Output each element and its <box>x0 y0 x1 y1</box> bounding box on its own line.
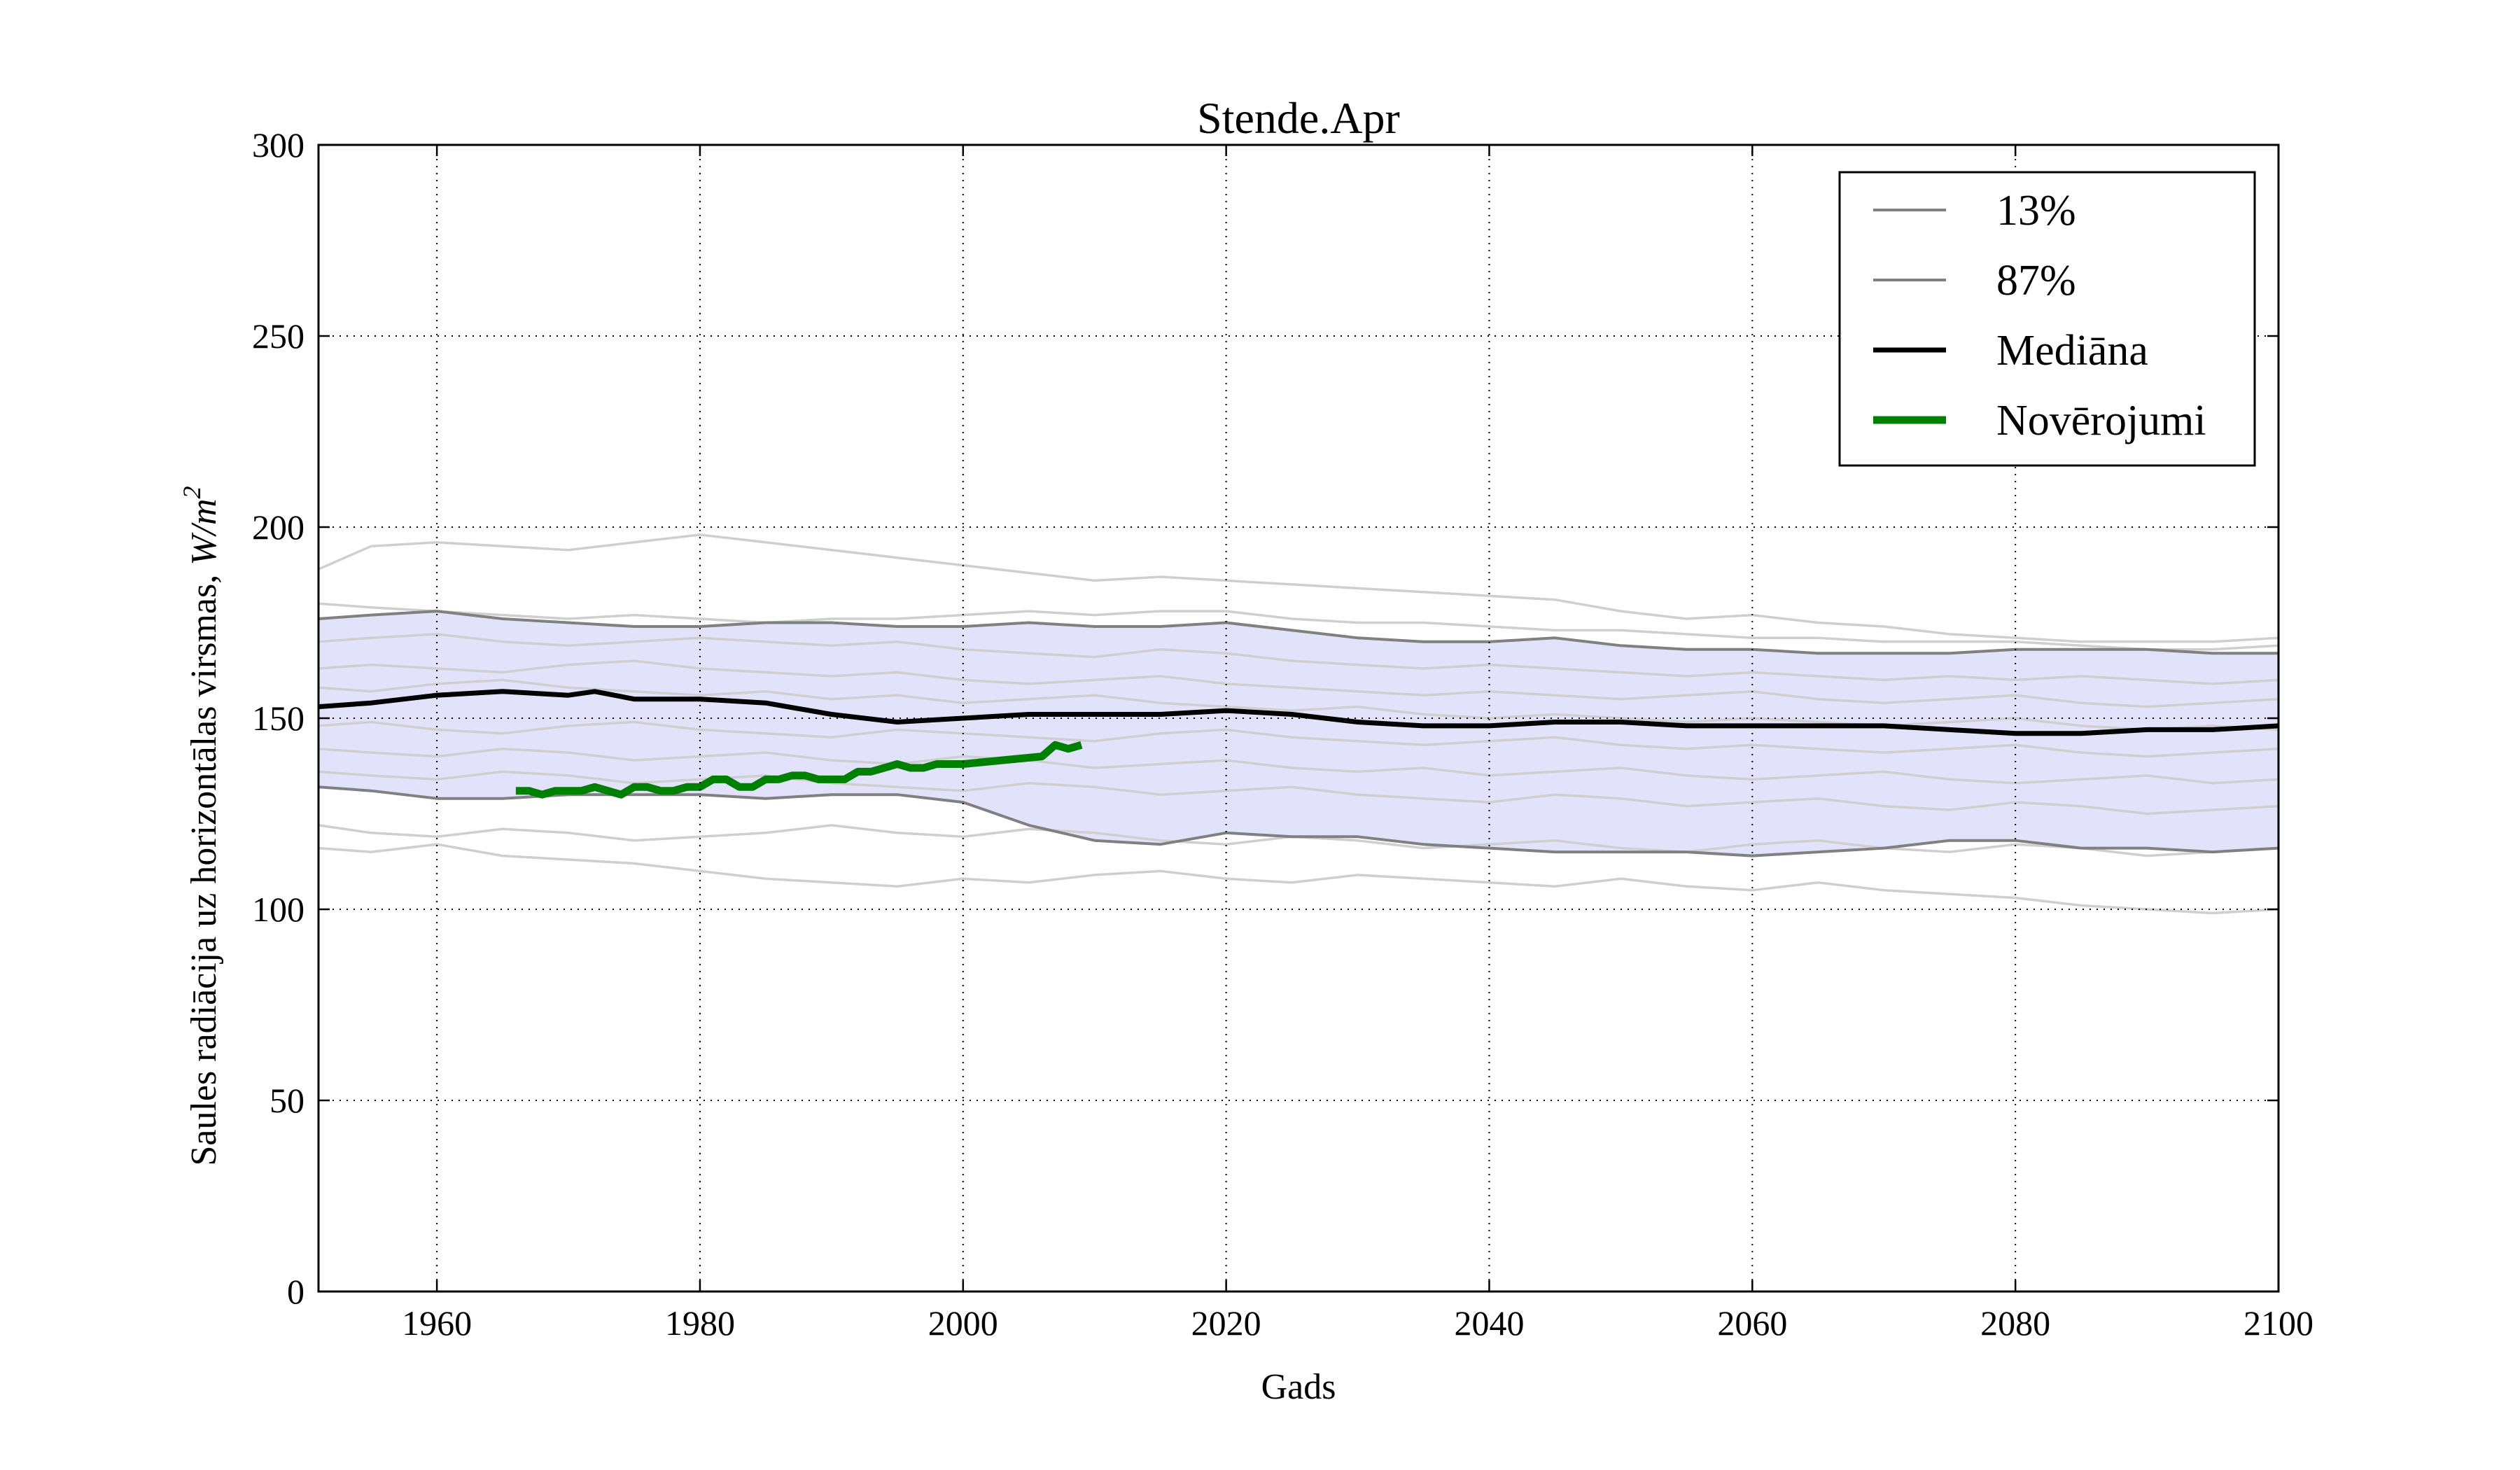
legend-label-87-percent: 87% <box>1996 257 2076 304</box>
legend: 13% 87% Mediāna Novērojumi <box>1838 171 2256 467</box>
ensemble-member-line-3 <box>318 633 2278 685</box>
ensemble-member-line-4 <box>318 659 2278 708</box>
y-axis-label: Saules radiācija uz horizontālas virsmas… <box>178 486 224 1166</box>
x-tick-label: 2080 <box>1980 1303 2050 1343</box>
y-axis-label-exponent: 2 <box>178 486 206 498</box>
x-tick-label: 1960 <box>402 1303 472 1343</box>
series-13-percent <box>318 785 2278 858</box>
y-tick-label: 50 <box>270 1081 304 1120</box>
ensemble-member-line-6 <box>318 720 2278 758</box>
x-tick-label: 2060 <box>1717 1303 1787 1343</box>
y-tick-label: 0 <box>287 1272 304 1311</box>
y-axis-label-text: Saules radiācija uz horizontālas virsmas… <box>184 566 224 1166</box>
y-tick-label: 200 <box>252 507 304 547</box>
y-tick-label: 250 <box>252 316 304 356</box>
ensemble-member-line-7 <box>318 747 2278 785</box>
chart-title: Stende.Apr <box>1197 93 1400 143</box>
x-tick-label: 2020 <box>1191 1303 1261 1343</box>
x-tick-label: 2040 <box>1454 1303 1524 1343</box>
y-axis-label-unit: W/m <box>184 498 224 565</box>
series-median <box>318 689 2278 736</box>
x-tick-label: 2000 <box>928 1303 998 1343</box>
x-tick-label: 2100 <box>2244 1303 2314 1343</box>
y-tick-label: 100 <box>252 890 304 929</box>
series-observations <box>515 741 1083 799</box>
x-axis-label: Gads <box>1261 1367 1336 1407</box>
data-layer <box>318 533 2278 915</box>
ensemble-member-line-2 <box>318 602 2278 651</box>
y-tick-label: 300 <box>252 125 304 164</box>
ensemble-member-line-5 <box>318 678 2278 732</box>
legend-label-13-percent: 13% <box>1996 187 2076 234</box>
y-tick-label: 150 <box>252 699 304 738</box>
series-87-percent <box>318 610 2278 655</box>
legend-label-observations: Novērojumi <box>1996 397 2206 444</box>
legend-label-median: Mediāna <box>1996 327 2148 374</box>
ensemble-member-line-10 <box>318 843 2278 915</box>
ensemble-member-line-1 <box>318 533 2278 643</box>
x-tick-label: 1980 <box>665 1303 735 1343</box>
